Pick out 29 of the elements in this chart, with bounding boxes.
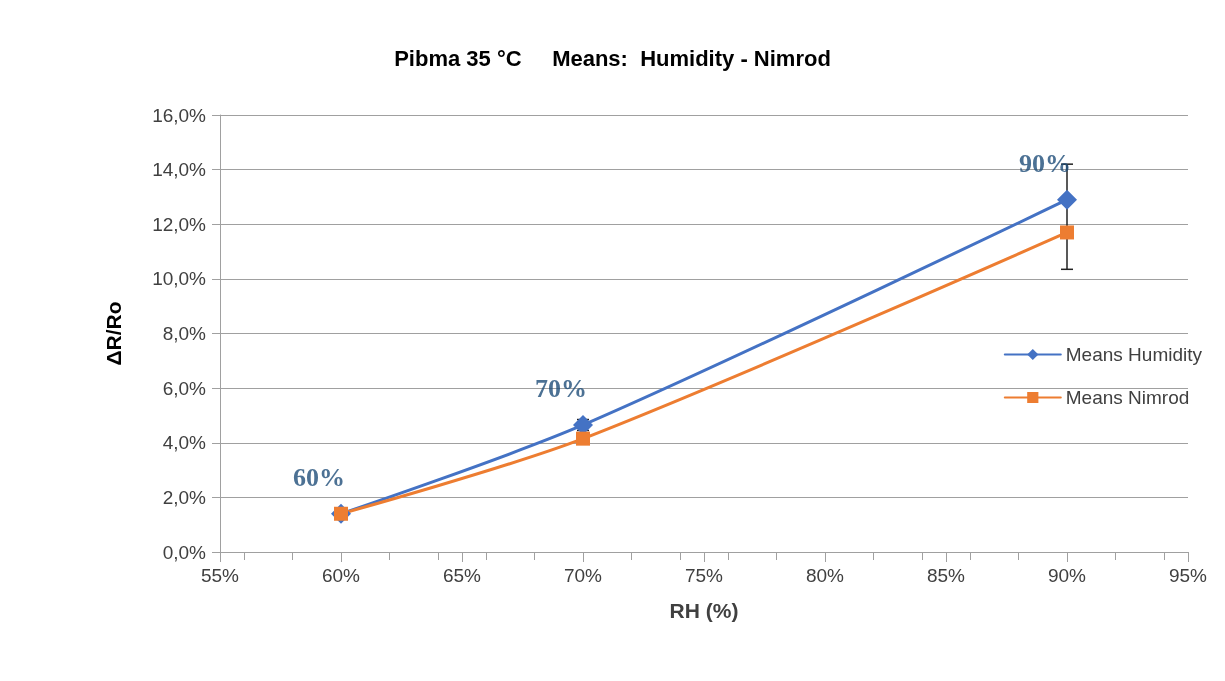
point	[576, 431, 590, 446]
x-tick-label: 60%	[321, 565, 361, 586]
annotation: 60%	[293, 463, 345, 493]
legend-label: Means Nimrod	[1065, 387, 1190, 408]
y-tick-label: 4,0%	[162, 432, 207, 454]
annotation: 70%	[535, 374, 587, 404]
annotation: 90%	[1019, 149, 1071, 179]
y-tick-label: 0,0%	[162, 541, 207, 563]
x-tick-label: 85%	[926, 565, 966, 586]
y-tick-label: 10,0%	[152, 268, 207, 290]
x-tick-label: 80%	[805, 565, 845, 586]
y-tick-label: 6,0%	[162, 377, 207, 399]
point	[1060, 225, 1074, 240]
x-tick-label: 65%	[442, 565, 482, 586]
legend-label: Means Humidity	[1065, 344, 1203, 365]
y-tick-label: 16,0%	[152, 104, 207, 126]
point	[1057, 189, 1077, 210]
chart-title: Pibma 35 °C Means: Humidity - Nimrod	[394, 45, 831, 71]
x-tick-label: 90%	[1047, 565, 1087, 586]
y-axis-title: ΔR/Ro	[102, 301, 125, 366]
x-axis-title: RH (%)	[669, 599, 739, 622]
x-tick-label: 55%	[200, 565, 240, 586]
x-tick-label: 95%	[1168, 565, 1208, 586]
x-tick-label: 70%	[563, 565, 603, 586]
y-tick-label: 14,0%	[152, 159, 207, 181]
y-tick-label: 2,0%	[162, 486, 207, 508]
y-tick-label: 12,0%	[152, 213, 207, 235]
y-tick-label: 8,0%	[162, 323, 207, 344]
x-tick-label: 75%	[684, 565, 724, 586]
